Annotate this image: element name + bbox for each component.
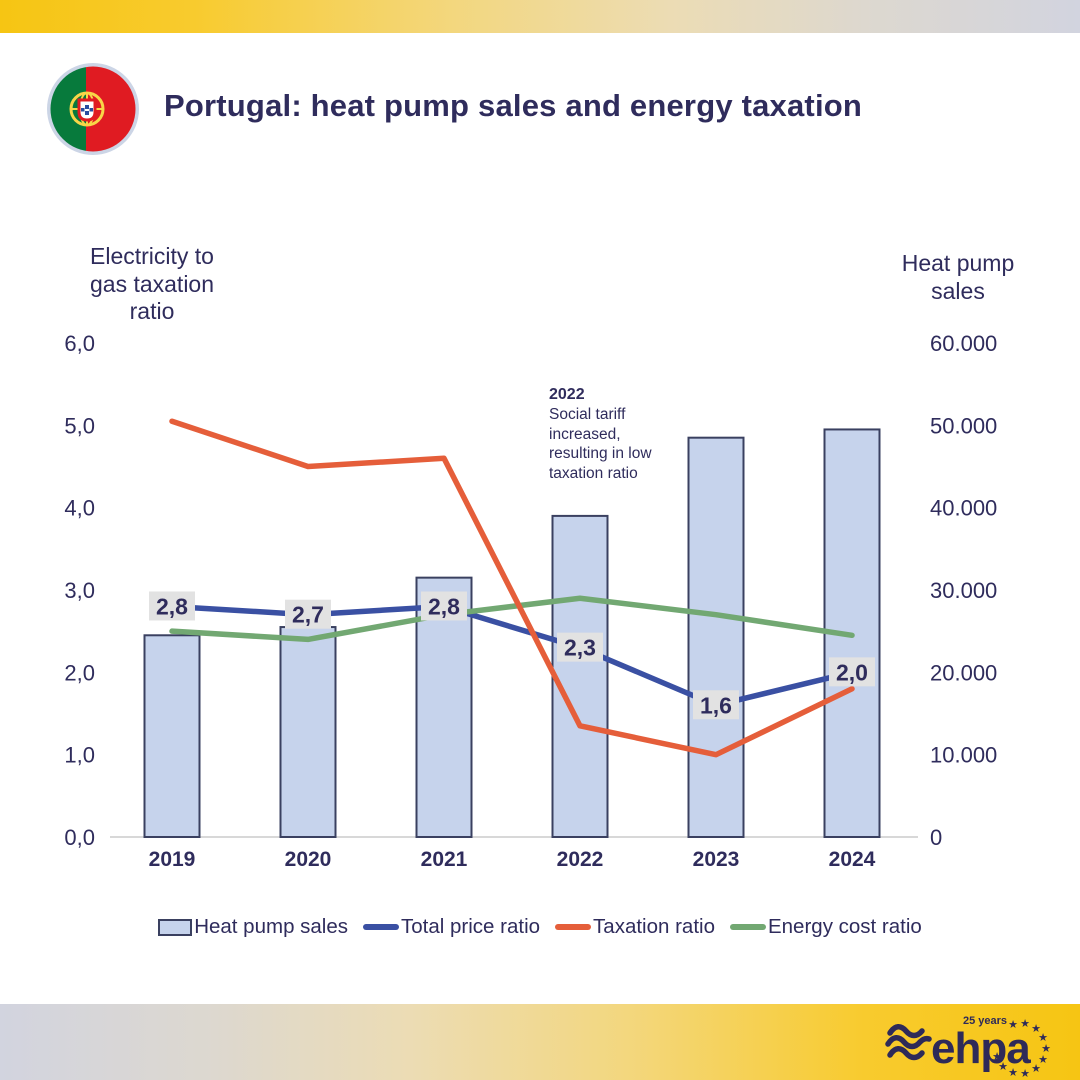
x-axis-label-2021: 2021 xyxy=(421,848,468,871)
data-label-box xyxy=(557,632,603,662)
bar-2019 xyxy=(143,634,201,838)
legend-label: Energy cost ratio xyxy=(767,915,922,938)
bar-2020 xyxy=(279,626,337,838)
ehpa-wordmark: ehpa xyxy=(931,1024,1031,1073)
left-axis-tick: 5,0 xyxy=(64,413,95,438)
svg-text:★: ★ xyxy=(1020,1068,1030,1078)
x-axis-label-2022: 2022 xyxy=(557,848,604,871)
svg-text:★: ★ xyxy=(992,1051,1002,1063)
euro-stars-icon: ★ ★ ★ ★ ★ ★ ★ ★ ★ ★ ★ xyxy=(992,1018,1051,1078)
svg-text:★: ★ xyxy=(1038,1032,1048,1044)
svg-text:★: ★ xyxy=(1031,1063,1041,1075)
page-title: Portugal: heat pump sales and energy tax… xyxy=(164,88,863,123)
right-axis-tick: 50.000 xyxy=(930,413,997,438)
left-axis-tick: 3,0 xyxy=(64,578,95,603)
svg-text:★: ★ xyxy=(1041,1043,1051,1055)
annotation-title: 2022 xyxy=(549,386,585,403)
legend-item-energy-cost-ratio: Energy cost ratio xyxy=(729,915,922,939)
bar-2021 xyxy=(415,576,473,839)
svg-text:★: ★ xyxy=(998,1061,1008,1073)
left-axis-title: Electricity to gas taxation ratio xyxy=(52,243,252,326)
bar-swatch-icon xyxy=(158,918,193,936)
bar-2022 xyxy=(551,514,609,839)
right-axis-title-line1: Heat pump xyxy=(901,250,1015,276)
right-axis-tick: 40.000 xyxy=(930,496,997,521)
svg-text:★: ★ xyxy=(1031,1023,1041,1035)
data-label-box xyxy=(421,591,467,621)
svg-text:★: ★ xyxy=(1020,1018,1030,1030)
ehpa-25-years-badge: 25 years xyxy=(963,1015,1007,1027)
data-label: 2,3 xyxy=(564,635,596,661)
line-energy-cost-ratio xyxy=(169,595,855,643)
left-axis-title-line2: gas taxation xyxy=(89,270,215,297)
annotation-2022: 2022 Social tariff increased, resulting … xyxy=(549,385,663,483)
legend-item-taxation-ratio: Taxation ratio xyxy=(555,915,715,939)
data-label-box xyxy=(829,657,875,687)
svg-text:★: ★ xyxy=(1038,1054,1048,1066)
top-gradient-band xyxy=(0,0,1080,33)
right-axis-title: Heat pump sales xyxy=(882,250,1034,305)
right-axis-tick: 20.000 xyxy=(930,660,997,685)
data-label-box xyxy=(149,591,195,621)
waves-icon xyxy=(885,1024,932,1061)
x-axis-label-2020: 2020 xyxy=(285,848,332,871)
chart-legend: Heat pump sales Total price ratio Taxati… xyxy=(0,908,1080,946)
line-taxation-ratio xyxy=(169,418,855,758)
data-label: 2,7 xyxy=(292,602,324,628)
left-axis-tick: 4,0 xyxy=(64,496,95,521)
shield-icon xyxy=(77,98,97,122)
svg-text:★: ★ xyxy=(1008,1067,1018,1078)
legend-label: Taxation ratio xyxy=(593,915,715,938)
right-axis-title-line2: sales xyxy=(931,277,985,304)
x-axis-label-2019: 2019 xyxy=(149,848,196,871)
left-axis-title-line1: Electricity to xyxy=(90,243,214,269)
left-axis-tick: 2,0 xyxy=(64,660,95,685)
data-label-box xyxy=(285,599,331,629)
left-axis-tick: 6,0 xyxy=(64,331,95,356)
left-axis-tick: 1,0 xyxy=(64,743,95,768)
bottom-gradient-band xyxy=(0,1004,1080,1080)
right-axis-tick: 60.000 xyxy=(930,331,997,356)
x-axis-label-2023: 2023 xyxy=(693,848,740,871)
left-axis-title-line3: ratio xyxy=(129,298,175,325)
line-swatch-icon xyxy=(729,924,766,930)
portugal-flag-icon xyxy=(47,63,139,155)
right-axis-tick: 30.000 xyxy=(930,578,997,603)
left-axis-tick: 0,0 xyxy=(64,825,95,850)
svg-text:★: ★ xyxy=(1008,1019,1018,1031)
legend-label: Heat pump sales xyxy=(194,915,349,938)
right-axis-tick: 0 xyxy=(930,825,942,850)
legend-label: Total price ratio xyxy=(401,915,541,938)
right-axis-tick: 10.000 xyxy=(930,743,997,768)
line-swatch-icon xyxy=(363,924,400,930)
x-axis-label-2024: 2024 xyxy=(829,848,876,871)
data-label: 2,8 xyxy=(428,593,460,619)
ehpa-logo: ehpa 25 years ★ ★ ★ ★ ★ ★ ★ ★ ★ ★ ★ xyxy=(885,1015,1051,1078)
legend-item-total-price-ratio: Total price ratio xyxy=(363,915,540,939)
data-label: 2,0 xyxy=(836,659,868,685)
data-label: 1,6 xyxy=(700,692,732,718)
annotation-body: Social tariff increased, resulting in lo… xyxy=(549,406,652,482)
legend-item-heat-pump-sales: Heat pump sales xyxy=(158,915,348,939)
data-label-box xyxy=(693,690,739,720)
line-swatch-icon xyxy=(555,924,592,930)
bar-2023 xyxy=(687,436,745,838)
data-label: 2,8 xyxy=(156,593,188,619)
